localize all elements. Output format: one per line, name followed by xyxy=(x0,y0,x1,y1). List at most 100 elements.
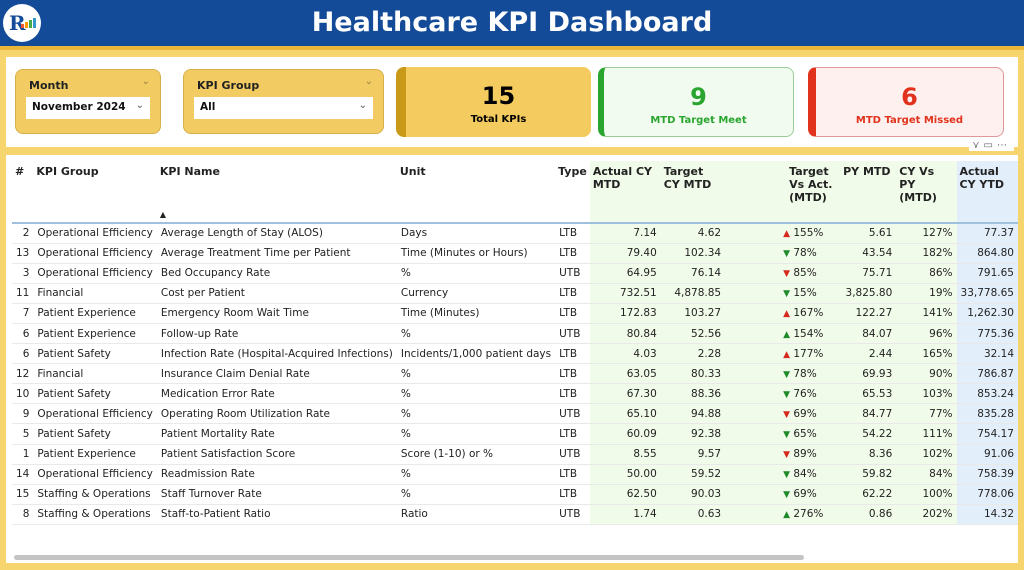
cell-actual-cy-mtd: 732.51 xyxy=(589,283,661,304)
table-row[interactable]: 11 Financial Cost per Patient Currency LTB 73… xyxy=(12,283,1018,304)
cell-unit: Time (Minutes) xyxy=(396,303,556,324)
table-row[interactable]: 10 Patient Safety Medication Error Rate% LT… xyxy=(12,383,1018,405)
cell-kpi-name: Readmission Rate xyxy=(156,464,397,485)
col-header-target-vs-act[interactable]: Target Vs Act. (MTD) xyxy=(725,161,841,223)
table-row[interactable]: 9 Operational Efficiency Operating Room Ut… xyxy=(12,403,1018,425)
header-accent xyxy=(0,46,1024,50)
cell-actual-cy-ytd: 77.37 xyxy=(956,221,1018,244)
sort-ascending-icon: ▲ xyxy=(159,210,167,219)
cell-py-mtd: 59.82 xyxy=(840,464,897,485)
target-vs-act-value: 167% xyxy=(793,307,824,320)
table-row[interactable]: 13 Operational Efficiency Average Treatmen… xyxy=(12,243,1018,264)
total-kpis-card: 15 Total KPIs xyxy=(396,67,591,137)
table-row[interactable]: 5 Patient Safety Patient Mortality Rate% LT… xyxy=(12,423,1018,445)
cell-type: UTB xyxy=(555,263,590,284)
cell-actual-cy-mtd: 8.55 xyxy=(589,444,661,465)
cell-py-mtd: 69.93 xyxy=(840,363,897,385)
col-header-kpi-name[interactable]: KPI Name ▲ xyxy=(157,161,397,223)
cell-index: 2 xyxy=(12,221,34,244)
filter-icon[interactable]: ⋎ xyxy=(972,140,984,151)
cell-target-cy-mtd: 59.52 xyxy=(660,464,726,485)
cell-target-cy-mtd: 52.56 xyxy=(660,323,726,345)
triangle-up-icon: ▲ xyxy=(783,229,791,240)
table-row[interactable]: 6 Patient Experience Follow-up Rate% UTB 80.… xyxy=(12,323,1018,345)
table-row[interactable]: 12 Financial Insurance Claim Denial Rate% L… xyxy=(12,363,1018,385)
chevron-down-icon[interactable]: ⌄ xyxy=(364,76,373,87)
col-header-kpi-group[interactable]: KPI Group xyxy=(36,165,99,178)
cell-actual-cy-ytd: 14.32 xyxy=(956,504,1018,525)
kpi-group-dropdown[interactable]: All ⌄ xyxy=(194,97,373,119)
table-row[interactable]: 3 Operational Efficiency Bed Occupancy Rat… xyxy=(12,263,1018,284)
target-missed-card: 6 MTD Target Missed xyxy=(808,67,1004,137)
col-header-index[interactable]: # xyxy=(15,165,25,178)
table-row[interactable]: 2 Operational Efficiency Average Length of… xyxy=(12,221,1018,244)
cell-kpi-group: Patient Safety xyxy=(33,383,157,405)
col-header-target-cy-mtd[interactable]: Target CY MTD xyxy=(660,161,726,223)
cell-py-mtd: 62.22 xyxy=(840,484,897,505)
cell-target-vs-act: ▼ 84% xyxy=(725,464,841,485)
horizontal-scrollbar[interactable] xyxy=(14,555,804,560)
focus-mode-icon[interactable]: ▭ xyxy=(983,140,997,151)
cell-actual-cy-mtd: 63.05 xyxy=(589,363,661,385)
col-header-actual-cy-ytd[interactable]: Actual CY YTD xyxy=(956,161,1018,223)
cell-kpi-name: Average Length of Stay (ALOS) xyxy=(156,221,397,244)
cell-type: UTB xyxy=(555,323,590,345)
cell-unit: % xyxy=(396,383,556,405)
cell-unit: % xyxy=(396,403,556,425)
cell-kpi-name: Patient Mortality Rate xyxy=(156,423,397,445)
cell-index: 5 xyxy=(12,423,34,445)
cell-py-mtd: 0.86 xyxy=(840,504,897,525)
target-vs-act-value: 69% xyxy=(793,407,817,420)
col-header-py-mtd[interactable]: PY MTD xyxy=(840,161,897,223)
triangle-down-icon: ▼ xyxy=(783,429,791,440)
cell-index: 1 xyxy=(12,444,34,465)
cell-unit: Days xyxy=(396,221,556,244)
cell-unit: % xyxy=(396,363,556,385)
cell-actual-cy-ytd: 32.14 xyxy=(956,343,1018,365)
cell-target-cy-mtd: 4.62 xyxy=(660,221,726,244)
more-options-icon[interactable]: ⋯ xyxy=(997,140,1011,151)
target-missed-label: MTD Target Missed xyxy=(855,115,964,126)
cell-index: 15 xyxy=(12,484,34,505)
target-meet-value: 9 xyxy=(690,83,707,111)
cell-index: 12 xyxy=(12,363,34,385)
cell-target-vs-act: ▼ 65% xyxy=(725,423,841,445)
col-header-cy-vs-py[interactable]: CY Vs PY (MTD) xyxy=(896,161,957,223)
total-kpis-value: 15 xyxy=(481,82,516,110)
cell-actual-cy-mtd: 62.50 xyxy=(589,484,661,505)
cell-actual-cy-ytd: 91.06 xyxy=(956,444,1018,465)
header-bar: R Healthcare KPI Dashboard xyxy=(0,0,1024,46)
cell-py-mtd: 84.77 xyxy=(840,403,897,425)
total-kpis-label: Total KPIs xyxy=(470,114,527,125)
cell-index: 7 xyxy=(12,303,34,324)
table-row[interactable]: 1 Patient Experience Patient Satisfaction … xyxy=(12,444,1018,465)
cell-actual-cy-ytd: 853.24 xyxy=(956,383,1018,405)
cell-target-cy-mtd: 94.88 xyxy=(660,403,726,425)
cell-target-cy-mtd: 4,878.85 xyxy=(660,283,726,304)
table-row[interactable]: 15 Staffing & Operations Staff Turnover Ra… xyxy=(12,484,1018,505)
table-row[interactable]: 14 Operational Efficiency Readmission Rate… xyxy=(12,464,1018,485)
cell-actual-cy-mtd: 67.30 xyxy=(589,383,661,405)
cell-actual-cy-ytd: 33,778.65 xyxy=(956,283,1018,304)
cell-py-mtd: 5.61 xyxy=(840,221,897,244)
month-label: Month xyxy=(29,79,69,92)
cell-cy-vs-py: 127% xyxy=(896,221,957,244)
kpi-group-slicer[interactable]: KPI Group ⌄ All ⌄ xyxy=(183,69,384,134)
month-dropdown[interactable]: November 2024 ⌄ xyxy=(26,97,150,119)
col-header-type[interactable]: Type xyxy=(558,165,587,178)
cell-unit: Score (1-10) or % xyxy=(396,444,556,465)
table-row[interactable]: 6 Patient Safety Infection Rate (Hospital-… xyxy=(12,343,1018,365)
cell-kpi-group: Staffing & Operations xyxy=(33,504,157,525)
month-slicer[interactable]: Month ⌄ November 2024 ⌄ xyxy=(15,69,161,134)
cell-cy-vs-py: 86% xyxy=(896,263,957,284)
chevron-down-icon[interactable]: ⌄ xyxy=(141,76,150,87)
col-header-unit[interactable]: Unit xyxy=(399,165,426,178)
table-row[interactable]: 7 Patient Experience Emergency Room Wait T… xyxy=(12,303,1018,324)
cell-target-vs-act: ▲ 167% xyxy=(725,303,841,324)
target-vs-act-value: 69% xyxy=(793,488,817,501)
col-header-actual-cy-mtd[interactable]: Actual CY MTD xyxy=(589,161,661,223)
triangle-down-icon: ▼ xyxy=(783,490,791,501)
cell-unit: % xyxy=(396,464,556,485)
cell-target-vs-act: ▼ 15% xyxy=(725,283,841,304)
table-row[interactable]: 8 Staffing & Operations Staff-to-Patient R… xyxy=(12,504,1018,525)
